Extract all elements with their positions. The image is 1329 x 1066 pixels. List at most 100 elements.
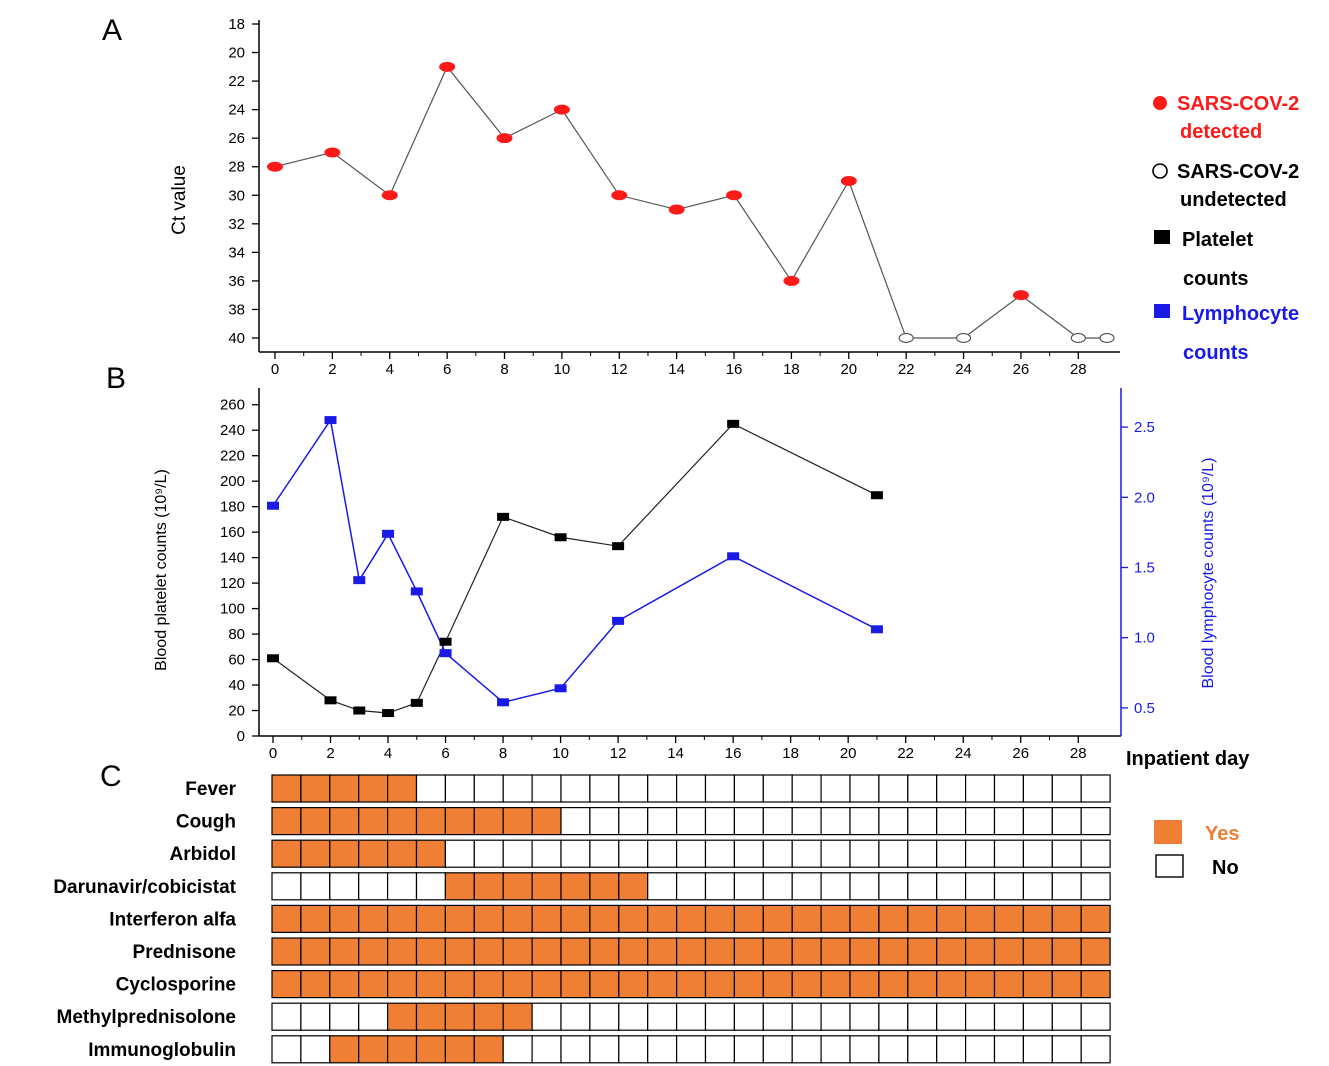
timeline-cell-yes xyxy=(907,969,938,999)
legend: SARS-COV-2 detected SARS-COV-2 undetecte… xyxy=(1152,93,1299,879)
panel-b-x-tick-label: 12 xyxy=(610,745,627,762)
timeline-cell-yes xyxy=(589,969,620,999)
timeline-cell-no xyxy=(907,774,938,803)
panel-a-series-line xyxy=(274,65,1107,339)
timeline-cell-no xyxy=(358,1002,389,1031)
timeline-cell-yes xyxy=(560,904,591,934)
timeline-cell-no xyxy=(329,1002,360,1031)
panel-a-y-tick-label: 30 xyxy=(228,187,245,204)
timeline-cell-no xyxy=(271,1002,302,1031)
panel-a-point-detected xyxy=(267,161,283,172)
panel-b-y-tick-label: 20 xyxy=(228,703,245,720)
timeline-cell-no xyxy=(762,1035,793,1064)
timeline-row-label: Cyclosporine xyxy=(116,975,236,996)
timeline-cell-no xyxy=(907,806,938,836)
timeline-cell-no xyxy=(675,1035,707,1064)
timeline-cell-yes xyxy=(473,872,504,901)
timeline-cell-yes xyxy=(415,806,446,836)
timeline-cell-no xyxy=(791,1035,822,1064)
timeline-cell-no xyxy=(704,872,735,901)
timeline-cell-no xyxy=(964,774,996,803)
timeline-cell-yes xyxy=(387,1035,418,1064)
timeline-cell-no xyxy=(560,774,591,803)
timeline-cell-yes xyxy=(300,904,331,934)
panel-a-x-tick-label: 18 xyxy=(783,361,800,378)
timeline-cell-no xyxy=(1022,839,1053,868)
timeline-cell-no xyxy=(704,1002,735,1031)
timeline-cell-yes xyxy=(444,969,475,999)
legend-lymph-line1: Lymphocyte xyxy=(1182,303,1299,325)
timeline-cell-no xyxy=(618,806,649,836)
timeline-cell-no xyxy=(907,839,938,868)
panel-b-x-tick-label: 20 xyxy=(840,745,857,762)
panel-b-x-tick-label: 6 xyxy=(441,745,449,762)
timeline-cell-yes xyxy=(358,937,389,966)
timeline-cell-no xyxy=(820,1035,851,1064)
timeline-cell-yes xyxy=(820,937,851,966)
timeline-cell-no xyxy=(589,1035,620,1064)
panel-a-point-undetected xyxy=(1070,332,1086,344)
timeline-cell-no xyxy=(502,1035,533,1064)
panel-b-y-tick-label: 140 xyxy=(220,550,245,567)
timeline-cell-yes xyxy=(415,969,446,999)
timeline-cell-yes xyxy=(560,872,591,901)
timeline-cell-yes xyxy=(502,872,533,901)
timeline-cell-yes xyxy=(271,904,302,934)
timeline-cell-yes xyxy=(300,839,331,868)
timeline-cell-no xyxy=(820,839,851,868)
panel-a-y-tick-label: 26 xyxy=(228,130,245,147)
timeline-cell-no xyxy=(993,774,1024,803)
timeline-cell-no xyxy=(1022,774,1053,803)
panel-b-y-tick-label: 160 xyxy=(220,524,245,541)
timeline-cell-yes xyxy=(820,904,851,934)
timeline-cell-no xyxy=(733,1002,764,1031)
timeline-cell-no xyxy=(936,839,967,868)
timeline-cell-yes xyxy=(387,904,418,934)
panel-b-x-tick-label: 26 xyxy=(1012,745,1029,762)
timeline-cell-no xyxy=(647,774,678,803)
panel-b-platelet-point xyxy=(612,542,625,551)
panel-a-x-tick-label: 8 xyxy=(500,361,508,378)
panel-a-x-tick-label: 14 xyxy=(668,361,685,378)
panel-a-point-detected xyxy=(611,190,628,201)
timeline-cell-yes xyxy=(762,904,793,934)
panel-a-y-tick-label: 32 xyxy=(228,216,245,233)
legend-platelet-marker xyxy=(1154,230,1170,244)
legend-yes-label: Yes xyxy=(1205,823,1239,845)
timeline-cell-yes xyxy=(387,937,418,966)
panel-a-x-tick-label: 28 xyxy=(1070,361,1087,378)
panel-b-lymphocyte-point xyxy=(382,529,395,538)
timeline-cell-no xyxy=(531,1035,562,1064)
timeline-row-label: Immunoglobulin xyxy=(88,1040,236,1061)
timeline-cell-no xyxy=(733,872,764,901)
timeline-cell-no xyxy=(415,872,446,901)
timeline-cell-yes xyxy=(964,904,996,934)
timeline-cell-no xyxy=(820,872,851,901)
timeline-cell-no xyxy=(849,872,880,901)
timeline-cell-no xyxy=(1080,806,1111,836)
timeline-cell-yes xyxy=(1080,904,1111,934)
timeline-cell-no xyxy=(762,1002,793,1031)
timeline-cell-no xyxy=(733,839,764,868)
timeline-cell-no xyxy=(733,806,764,836)
timeline-cell-no xyxy=(762,806,793,836)
timeline-cell-no xyxy=(791,806,822,836)
timeline-cell-yes xyxy=(271,839,302,868)
panel-b-y-tick-label: 60 xyxy=(228,652,245,669)
panel-a-y-tick-label: 34 xyxy=(228,244,245,261)
timeline-cell-no xyxy=(704,774,735,803)
timeline-cell-yes xyxy=(704,904,735,934)
timeline-cell-yes xyxy=(618,937,649,966)
panel-a-point-detected xyxy=(1012,290,1029,301)
timeline-cell-yes xyxy=(849,937,880,966)
panel-b-y2-tick-label: 2.5 xyxy=(1134,419,1155,436)
timeline-cell-no xyxy=(820,1002,851,1031)
timeline-cell-no xyxy=(1022,806,1053,836)
panel-b-lymphocyte-point xyxy=(324,416,337,425)
panel-a-y-tick-label: 24 xyxy=(228,102,245,119)
timeline-cell-no xyxy=(618,774,649,803)
timeline-row-label: Arbidol xyxy=(170,844,237,865)
timeline-cell-yes xyxy=(358,806,389,836)
legend-platelet-line2: counts xyxy=(1183,268,1249,290)
panel-a-point-detected xyxy=(439,61,456,72)
